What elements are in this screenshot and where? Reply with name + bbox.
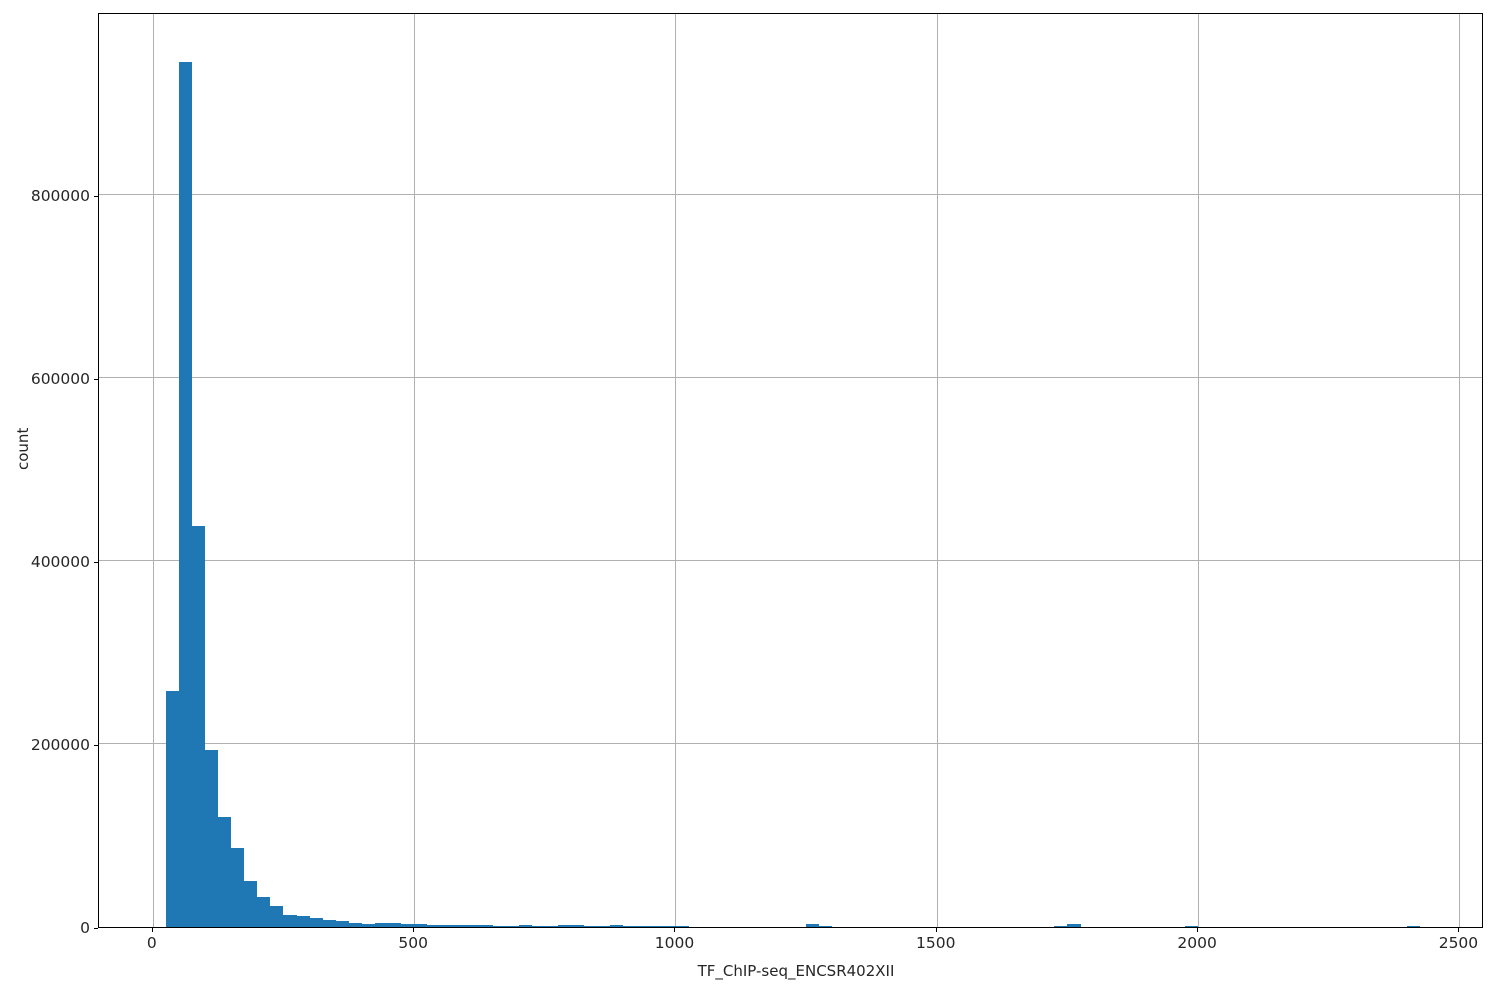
- y-tick-mark: [94, 745, 98, 746]
- histogram-bar: [518, 925, 532, 927]
- histogram-bar: [427, 924, 441, 927]
- histogram-bar: [283, 914, 297, 927]
- histogram-bar: [544, 925, 558, 927]
- histogram-bar: [597, 925, 611, 927]
- gridline-vertical-500: [414, 14, 416, 927]
- histogram-bar: [388, 923, 402, 927]
- x-tick-mark: [935, 928, 937, 932]
- gridline-vertical-1500: [936, 14, 938, 927]
- histogram-bar: [1067, 923, 1081, 927]
- x-tick-mark: [151, 928, 153, 932]
- histogram-bar: [610, 925, 624, 927]
- histogram-bar: [557, 925, 571, 927]
- y-tick-mark: [94, 928, 98, 929]
- histogram-bar: [244, 881, 258, 927]
- histogram-bar: [205, 750, 219, 927]
- histogram-bar: [1185, 925, 1199, 927]
- histogram-bar: [322, 919, 336, 927]
- gridline-vertical-1000: [675, 14, 677, 927]
- histogram-bar: [401, 924, 415, 927]
- y-tick-label-0: 0: [80, 919, 90, 937]
- histogram-bar: [505, 925, 519, 927]
- histogram-bar: [348, 922, 362, 927]
- y-tick-mark: [94, 379, 98, 380]
- gridline-horizontal-400000: [99, 560, 1482, 561]
- histogram-bar: [335, 921, 349, 927]
- gridline-horizontal-200000: [99, 743, 1482, 744]
- histogram-bar: [296, 915, 310, 927]
- x-tick-label-0: 0: [146, 934, 157, 952]
- histogram-bar: [374, 923, 388, 927]
- histogram-bar: [662, 925, 676, 927]
- x-tick-label-500: 500: [398, 934, 428, 952]
- histogram-bar: [479, 925, 493, 927]
- x-axis-label: TF_ChIP-seq_ENCSR402XII: [697, 962, 895, 980]
- x-tick-label-1000: 1000: [654, 934, 695, 952]
- histogram-bar: [531, 925, 545, 927]
- x-tick-label-2500: 2500: [1438, 934, 1479, 952]
- histogram-bar: [466, 924, 480, 927]
- histogram-bar: [453, 925, 467, 927]
- gridline-vertical-2000: [1198, 14, 1200, 927]
- x-axis-label-container: TF_ChIP-seq_ENCSR402XII: [0, 962, 1500, 980]
- histogram-bar: [440, 924, 454, 927]
- y-axis-label: count: [14, 427, 32, 470]
- histogram-bar: [649, 925, 663, 927]
- histogram-bar: [178, 62, 193, 927]
- y-tick-mark: [94, 562, 98, 563]
- histogram-bar: [584, 925, 598, 927]
- x-tick-mark: [1197, 928, 1199, 932]
- histogram-bar: [231, 848, 245, 927]
- y-tick-label-200000: 200000: [30, 736, 90, 754]
- gridline-horizontal-800000: [99, 194, 1482, 195]
- histogram-bar: [623, 925, 637, 927]
- gridline-horizontal-600000: [99, 377, 1482, 378]
- x-tick-label-1500: 1500: [916, 934, 956, 952]
- histogram-bar: [1054, 925, 1068, 927]
- histogram-bar: [270, 905, 284, 927]
- histogram-bar: [570, 925, 584, 927]
- y-tick-label-400000: 400000: [30, 553, 90, 571]
- histogram-bar: [165, 690, 179, 927]
- x-tick-mark: [413, 928, 415, 932]
- histogram-bar: [309, 917, 323, 927]
- histogram-bar: [636, 925, 650, 927]
- histogram-bar: [257, 896, 271, 927]
- x-tick-label-2000: 2000: [1177, 934, 1217, 952]
- histogram-bar: [806, 924, 820, 927]
- y-tick-label-800000: 800000: [30, 187, 90, 205]
- x-tick-mark: [674, 928, 676, 932]
- histogram-bar: [218, 817, 232, 927]
- histogram-bar: [361, 923, 375, 927]
- histogram-bar: [675, 925, 689, 927]
- histogram-bar: [1407, 925, 1421, 927]
- gridline-vertical-2500: [1459, 14, 1461, 927]
- histogram-bar: [192, 526, 206, 927]
- y-tick-label-600000: 600000: [30, 370, 90, 388]
- histogram-bar: [819, 925, 833, 927]
- gridline-vertical-0: [152, 14, 154, 927]
- y-tick-mark: [94, 196, 98, 197]
- plot-area: [98, 13, 1483, 928]
- histogram-bar: [492, 925, 506, 927]
- histogram-bar: [414, 923, 428, 927]
- x-tick-mark: [1458, 928, 1460, 932]
